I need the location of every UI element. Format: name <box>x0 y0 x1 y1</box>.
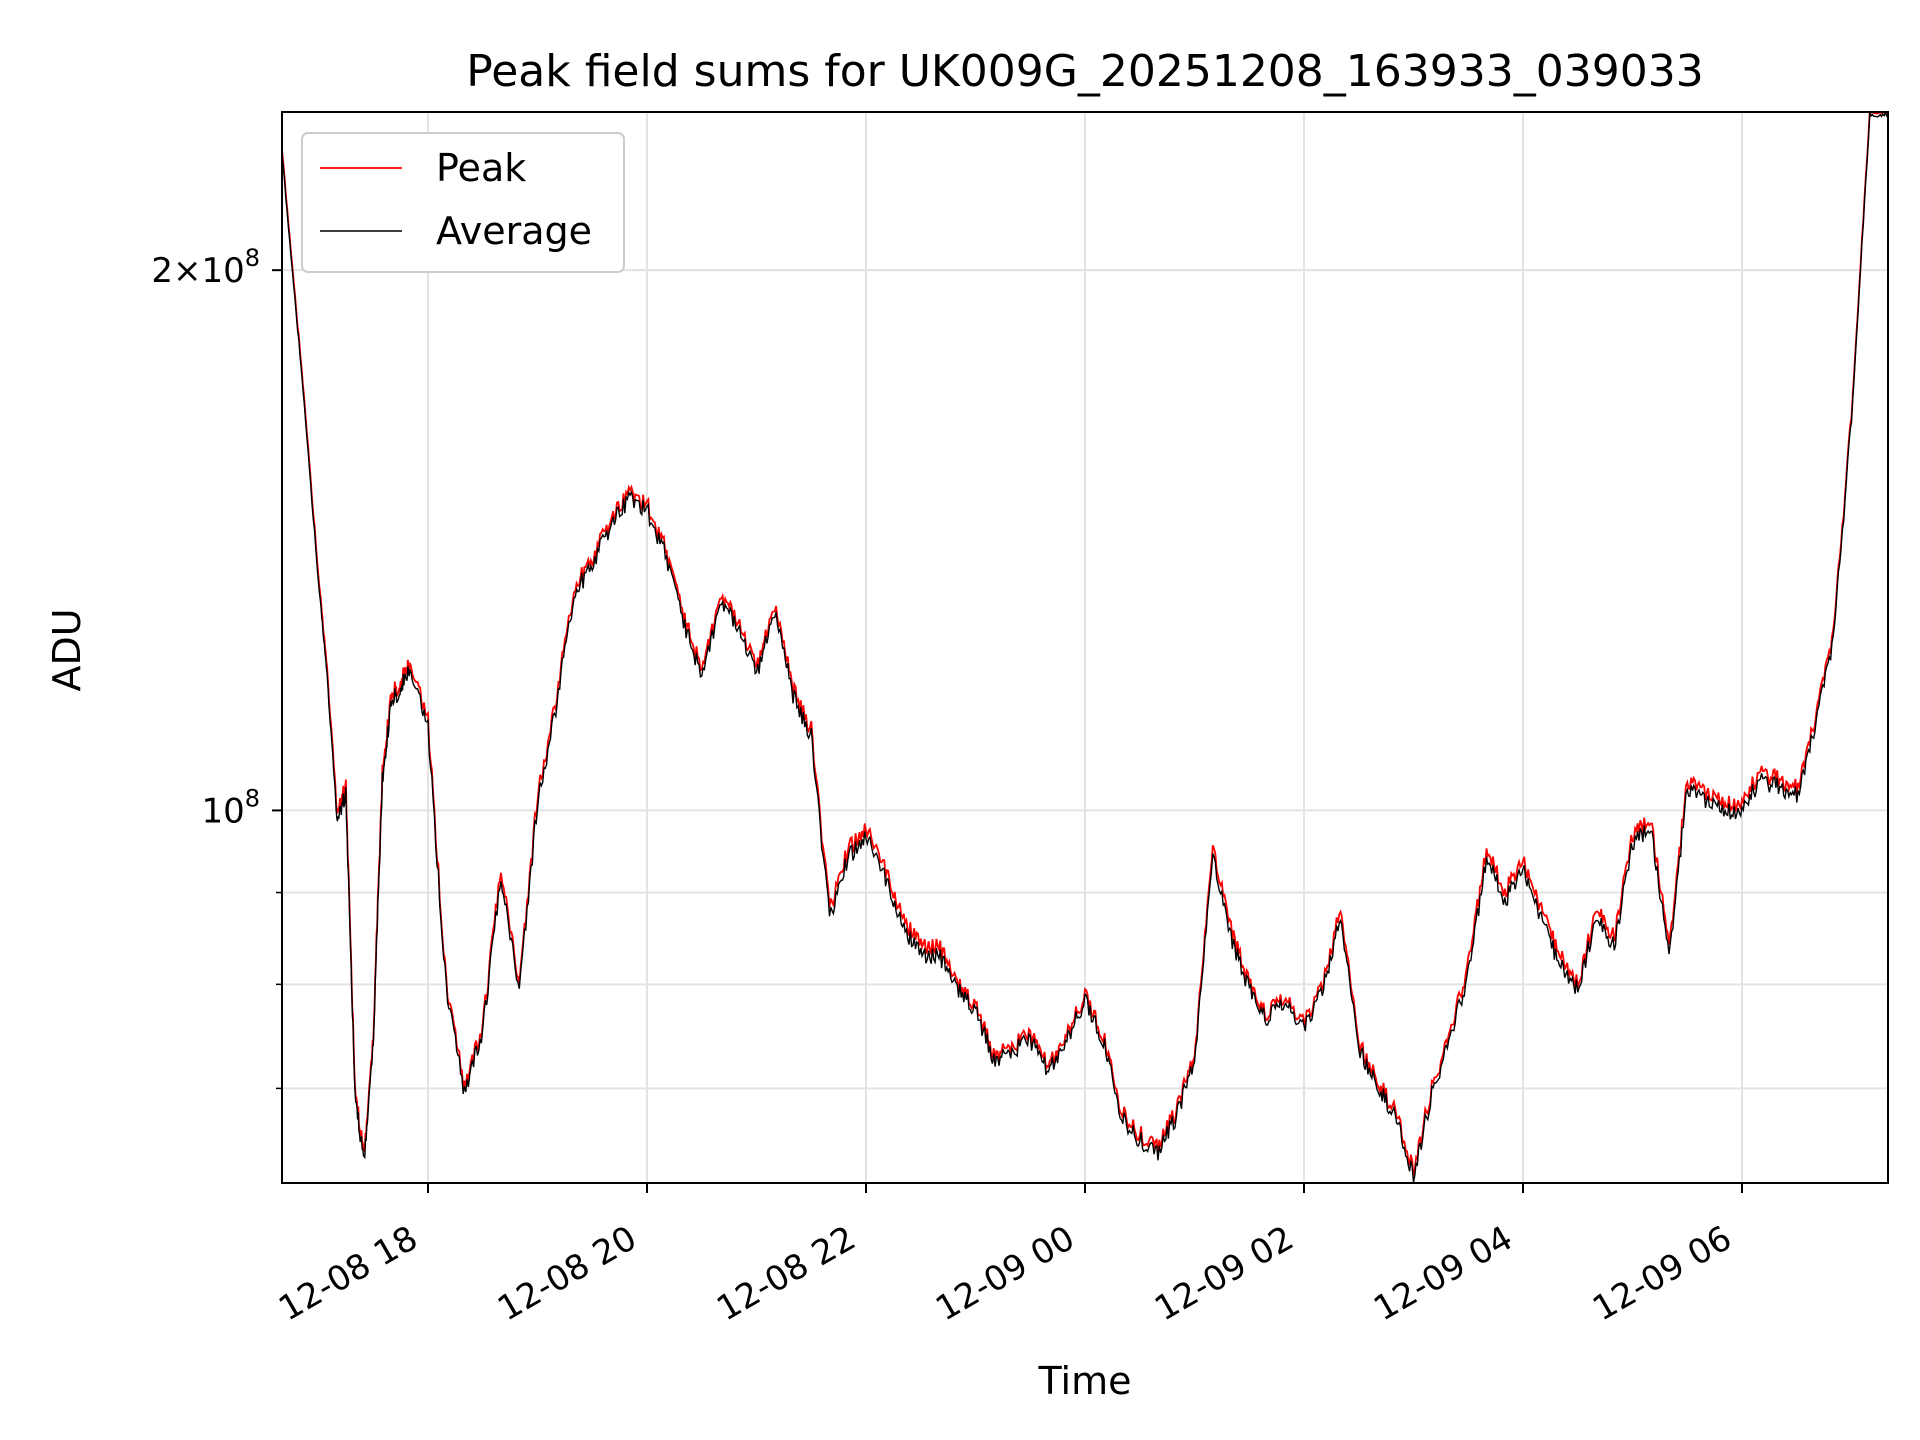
legend-label-peak: Peak <box>436 146 526 190</box>
series-line-average <box>282 112 1888 1183</box>
chart-title: Peak field sums for UK009G_20251208_1639… <box>466 46 1703 97</box>
y-tick-label: 108 <box>201 784 260 831</box>
legend: Peak Average <box>301 132 625 273</box>
legend-label-average: Average <box>436 209 592 253</box>
y-axis-label: ADU <box>45 608 89 691</box>
y-tick-label: 2×108 <box>151 244 260 291</box>
grid-lines <box>282 112 1888 1183</box>
x-axis-label: Time <box>1038 1359 1132 1403</box>
y-axis-ticks: 108 2×108 <box>151 244 282 1090</box>
